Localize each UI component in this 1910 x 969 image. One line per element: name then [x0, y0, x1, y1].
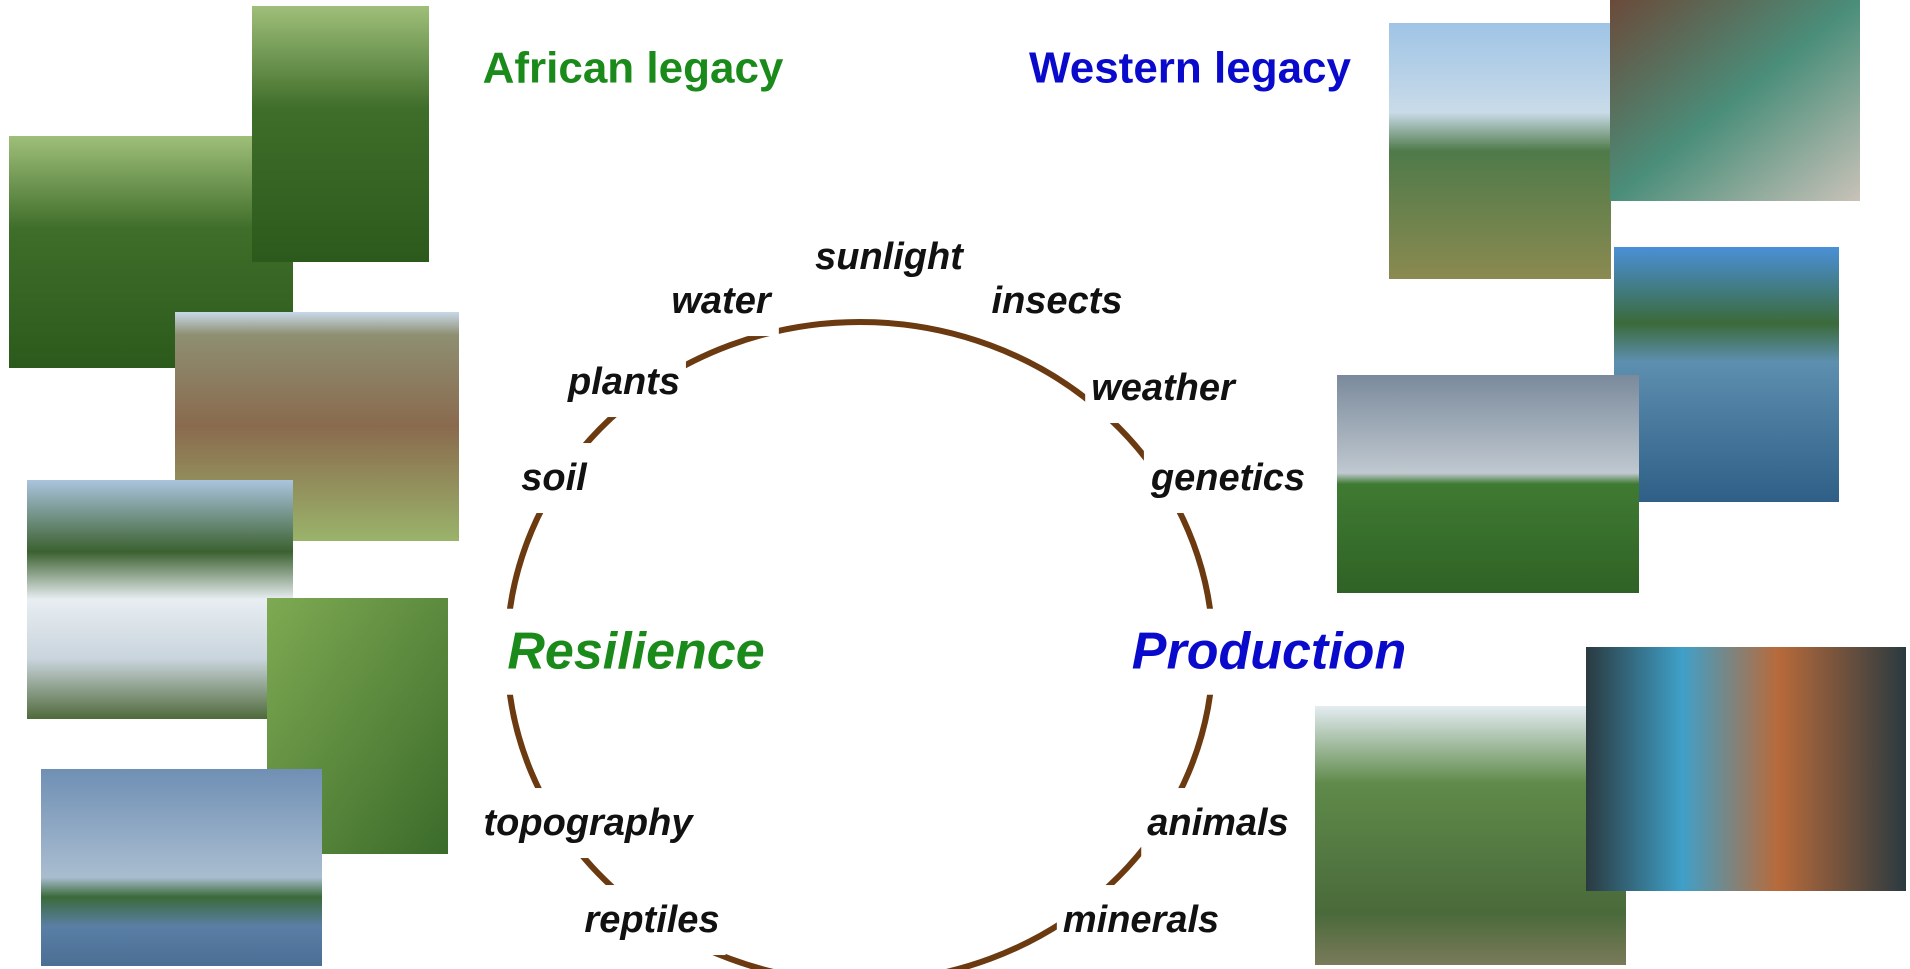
- photo: [41, 769, 322, 966]
- ring-label: genetics: [1150, 457, 1305, 499]
- ring-label: water: [671, 280, 772, 322]
- ring-label: topography: [484, 802, 695, 844]
- heading: African legacy: [483, 44, 784, 93]
- ring-label: weather: [1091, 367, 1237, 409]
- photo: [1586, 647, 1906, 891]
- photo: [252, 6, 429, 262]
- photo: [1315, 706, 1626, 965]
- ring-label: minerals: [1063, 899, 1219, 941]
- ring-label: animals: [1147, 802, 1289, 844]
- ring-label: plants: [567, 361, 680, 403]
- center-label: Resilience: [507, 623, 764, 681]
- photo: [1337, 375, 1639, 593]
- photo: [1610, 0, 1860, 201]
- slide: African legacy Western legacy Resilience Pr…: [0, 0, 1910, 969]
- ring-label: sunlight: [815, 236, 964, 278]
- photos: [9, 0, 1906, 966]
- ring-label: reptiles: [584, 899, 719, 941]
- center-label: Production: [1132, 623, 1406, 681]
- photo: [1389, 23, 1611, 279]
- heading: Western legacy: [1029, 44, 1352, 93]
- ring-label: insects: [992, 280, 1123, 322]
- labels: African legacy Western legacy Resilience Pr…: [483, 44, 1407, 941]
- photo: [27, 480, 293, 719]
- photo: [1614, 247, 1839, 502]
- ring-label: soil: [521, 457, 588, 499]
